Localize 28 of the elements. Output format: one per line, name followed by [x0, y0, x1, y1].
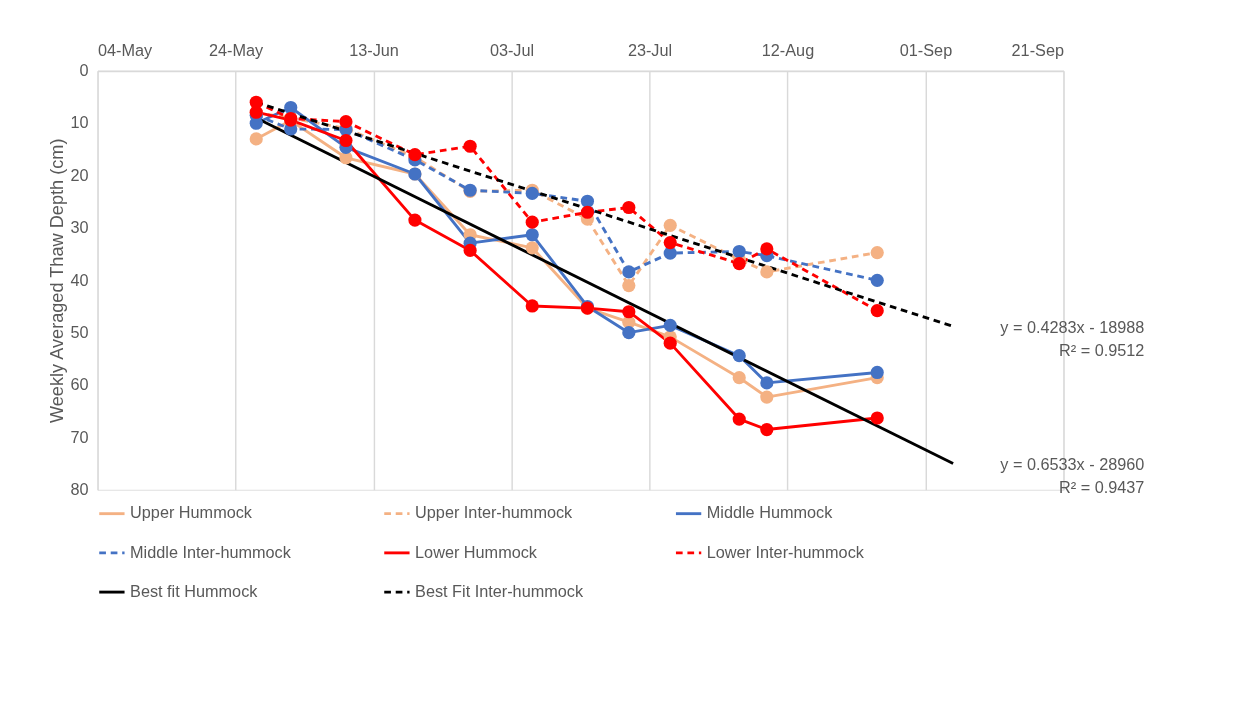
x-tick-label: 23-Jul [627, 41, 673, 60]
legend-label: Middle Hummock [706, 503, 834, 522]
x-tick-label: 03-Jul [489, 41, 535, 60]
y-tick-label: 10 [70, 113, 89, 132]
legend-label: Lower Inter-hummock [706, 542, 865, 561]
y-tick-label: 50 [70, 322, 89, 341]
legend-label: Best fit Hummock [130, 581, 259, 600]
y-tick-label: 0 [79, 61, 89, 80]
y-tick-label: 80 [70, 480, 89, 499]
y-tick-label: 30 [70, 218, 89, 237]
x-tick-label: 01-Sep [899, 41, 953, 60]
annotation: y = 0.6533x - 28960 R² = 0.9437 [1000, 455, 1145, 497]
x-tick-label: 24-May [208, 41, 264, 60]
x-tick-label: 04-May [98, 41, 154, 60]
y-tick-label: 70 [70, 427, 89, 446]
y-tick-label: 40 [70, 270, 89, 289]
legend-label: Lower Hummock [415, 542, 538, 561]
legend-label: Upper Inter-hummock [415, 503, 574, 522]
legend-label: Upper Hummock [130, 503, 253, 522]
y-tick-label: 60 [70, 375, 89, 394]
x-tick-label: 21-Sep [1011, 41, 1064, 60]
legend-label: Middle Inter-hummock [130, 542, 292, 561]
y-tick-label: 20 [70, 165, 89, 184]
x-tick-label: 13-Jun [349, 41, 399, 60]
annotation: y = 0.4283x - 18988 R² = 0.9512 [1000, 318, 1145, 360]
legend-label: Best Fit Inter-hummock [415, 581, 584, 600]
y-axis-title: Weekly Averaged Thaw Depth (cm) [46, 138, 67, 424]
x-tick-label: 12-Aug [761, 41, 815, 60]
